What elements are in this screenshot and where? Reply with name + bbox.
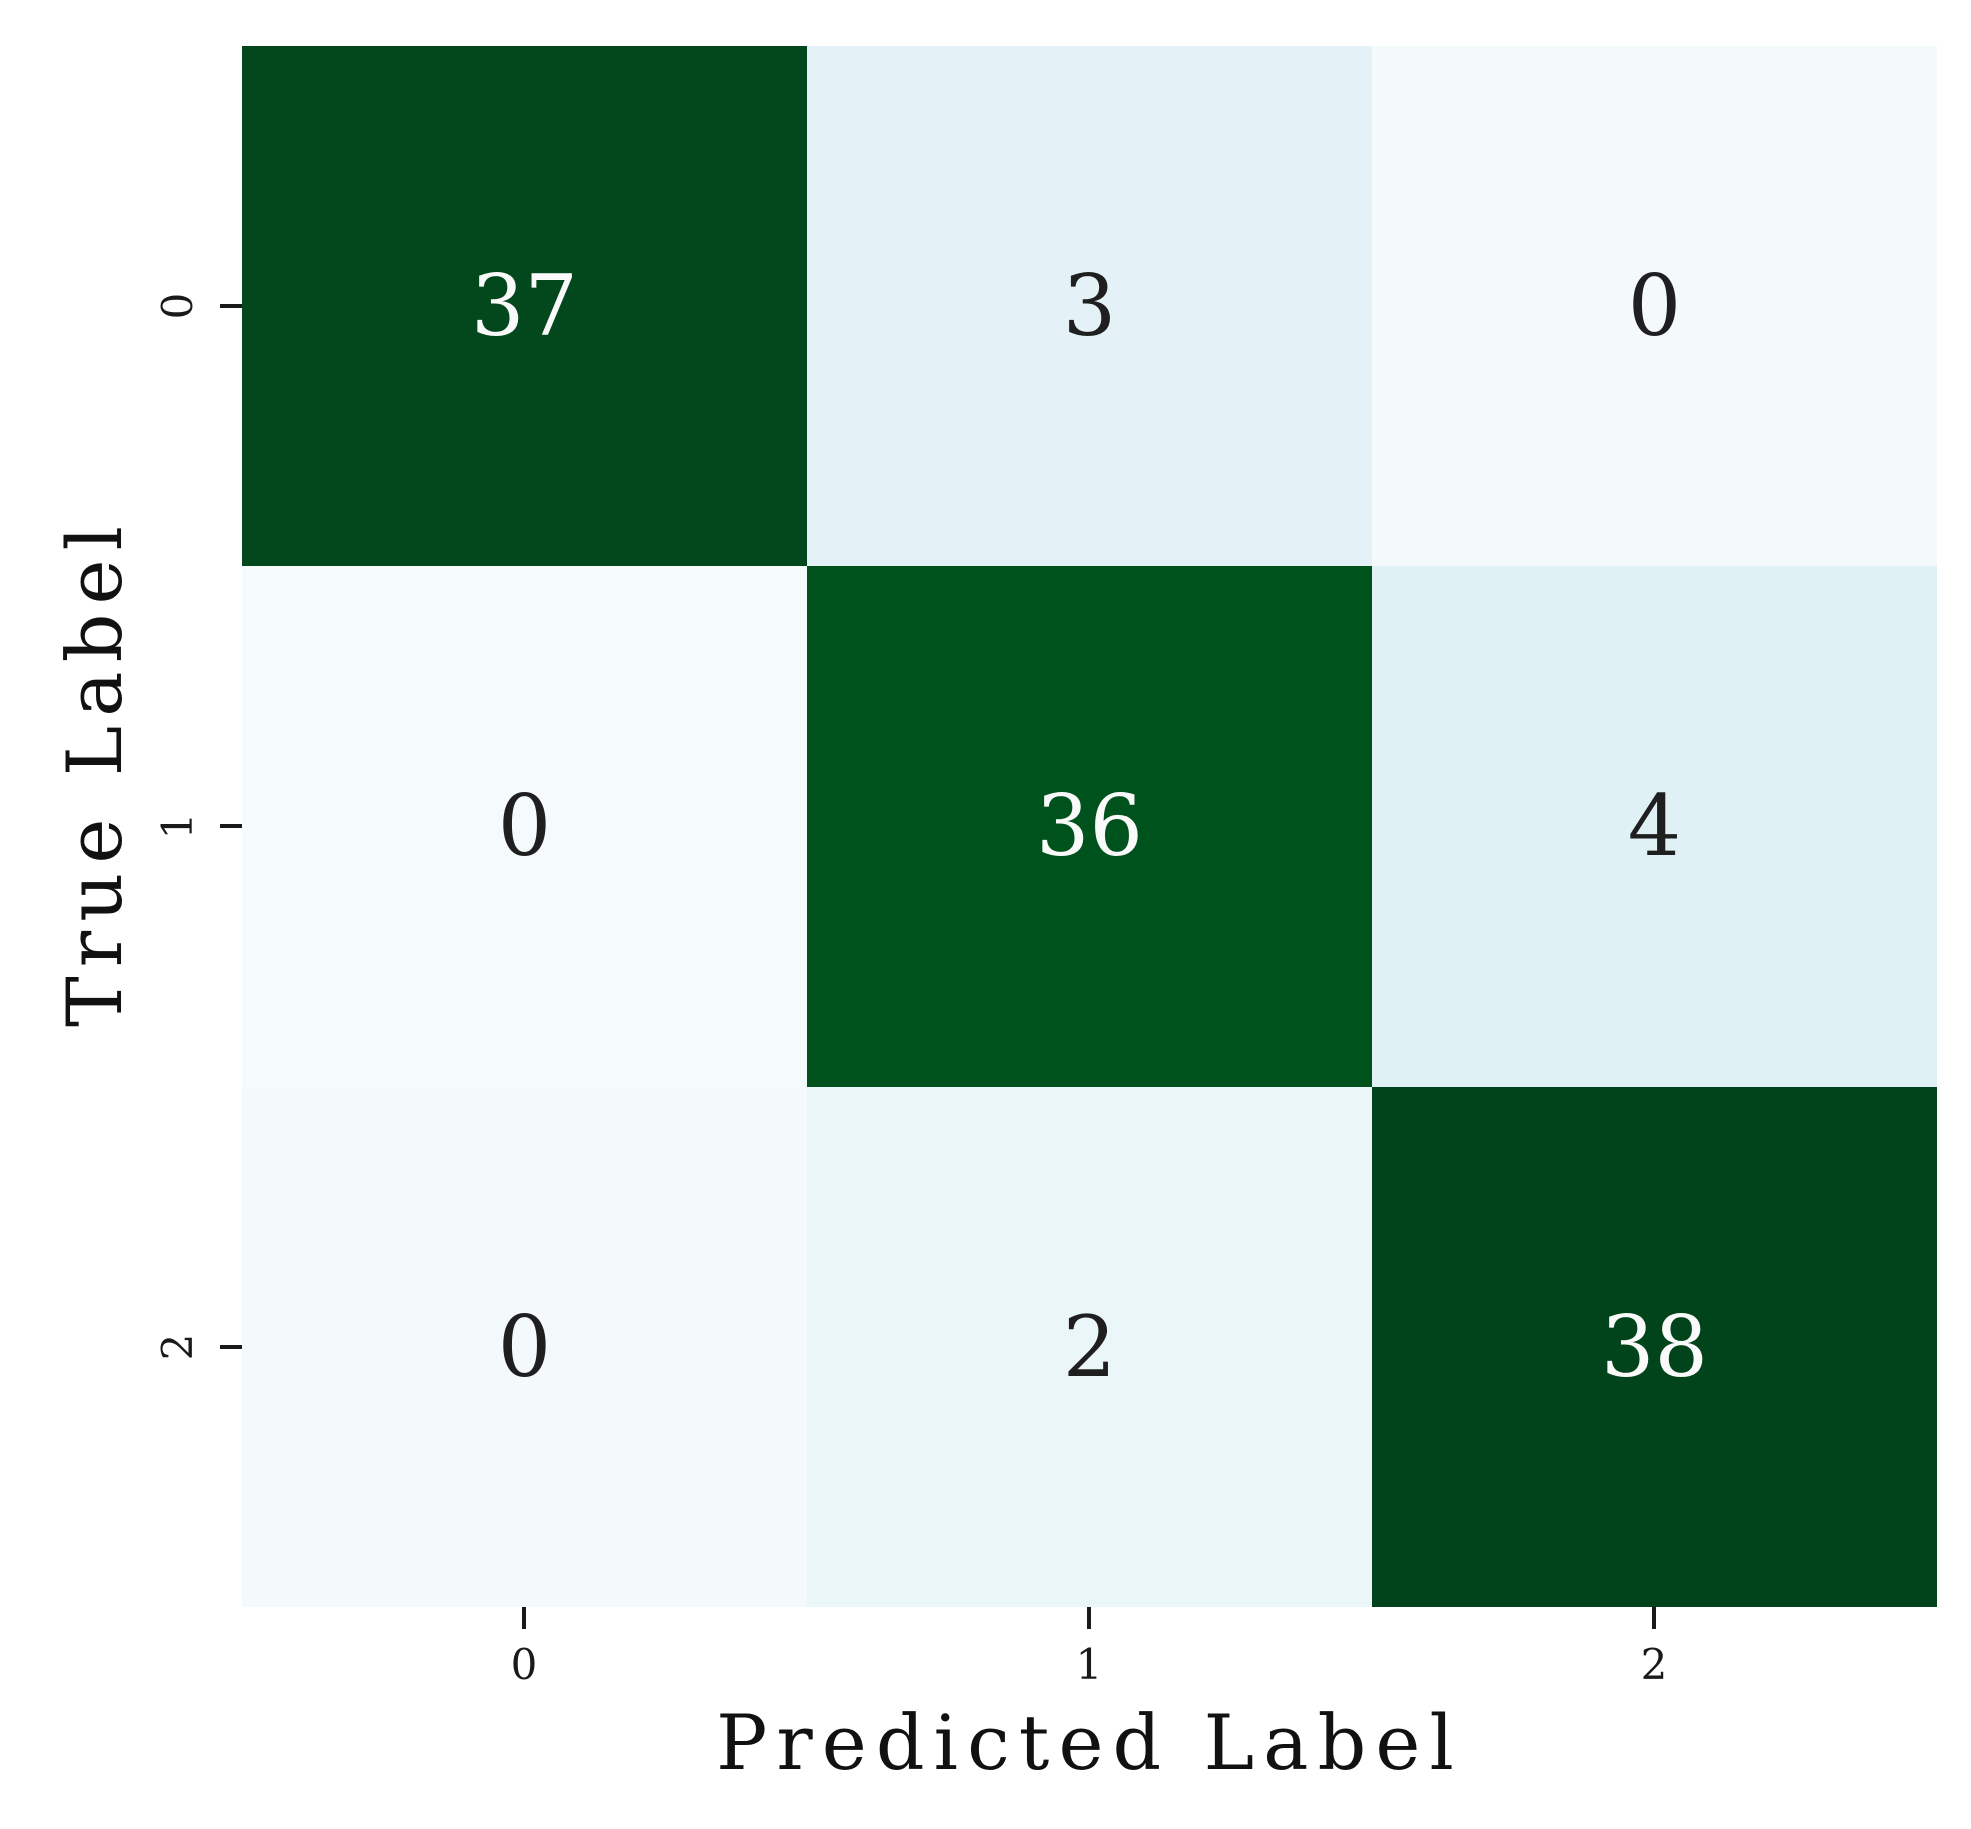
x-tick-label-0: 0 bbox=[510, 1640, 538, 1689]
heatmap-cell-r0c2: 0 bbox=[1372, 46, 1937, 567]
y-tick-mark-2 bbox=[220, 1345, 242, 1349]
heatmap-cell-r1c2: 4 bbox=[1372, 566, 1937, 1087]
x-tick-mark-2 bbox=[1652, 1607, 1656, 1629]
y-tick-mark-0 bbox=[220, 304, 242, 308]
x-tick-label-2: 2 bbox=[1640, 1640, 1668, 1689]
heatmap-plot-area: 37 3 0 0 36 4 0 2 38 bbox=[242, 46, 1937, 1607]
heatmap-cell-r1c1: 36 bbox=[807, 566, 1372, 1087]
x-tick-mark-0 bbox=[522, 1607, 526, 1629]
y-axis-label: True Label bbox=[50, 516, 139, 1028]
y-tick-label-1: 1 bbox=[153, 812, 202, 840]
x-tick-label-1: 1 bbox=[1075, 1640, 1103, 1689]
heatmap-cell-r0c0: 37 bbox=[242, 46, 807, 567]
heatmap-cell-r2c2: 38 bbox=[1372, 1086, 1937, 1607]
y-tick-label-2: 2 bbox=[153, 1333, 202, 1361]
heatmap-cell-r0c1: 3 bbox=[807, 46, 1372, 567]
y-tick-label-0: 0 bbox=[153, 292, 202, 320]
heatmap-cell-r2c1: 2 bbox=[807, 1086, 1372, 1607]
heatmap-cell-r1c0: 0 bbox=[242, 566, 807, 1087]
heatmap-cell-r2c0: 0 bbox=[242, 1086, 807, 1607]
x-axis-label: Predicted Label bbox=[716, 1698, 1463, 1787]
x-tick-mark-1 bbox=[1087, 1607, 1091, 1629]
y-tick-mark-1 bbox=[220, 824, 242, 828]
